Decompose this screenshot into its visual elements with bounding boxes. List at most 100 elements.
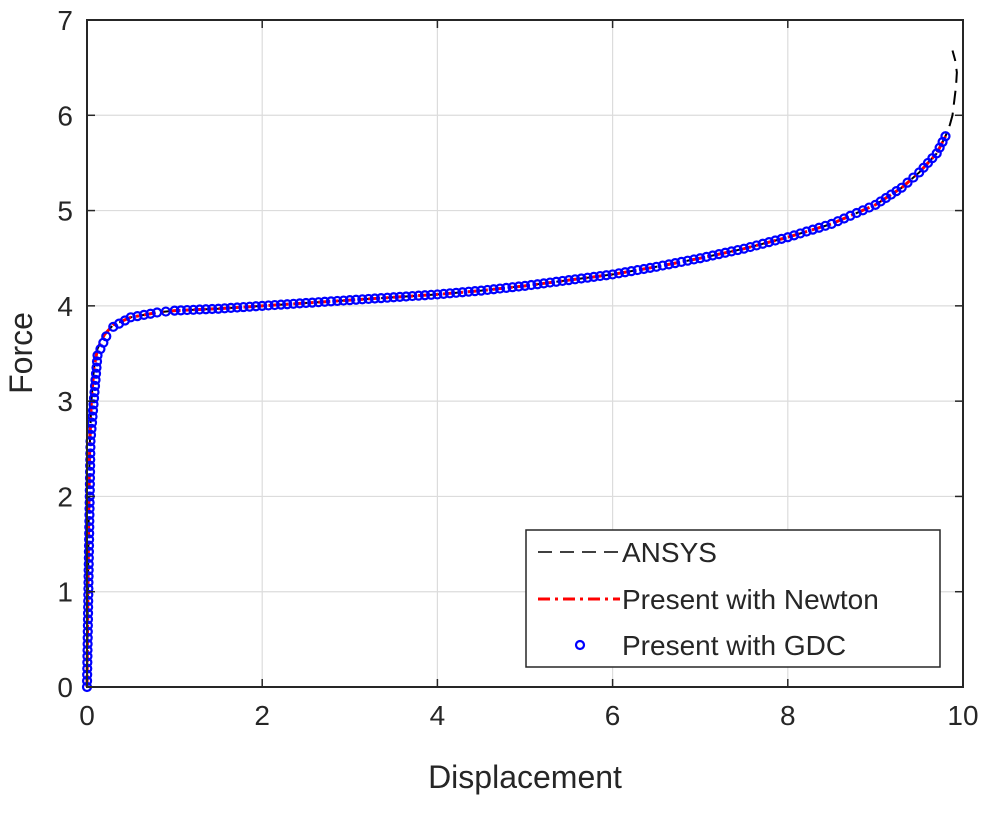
y-tick-label: 6 bbox=[57, 100, 73, 131]
data-point bbox=[269, 299, 280, 311]
data-point bbox=[801, 226, 812, 237]
data-point bbox=[382, 292, 393, 303]
data-point bbox=[89, 387, 100, 398]
y-tick-label: 1 bbox=[57, 577, 73, 608]
data-point bbox=[84, 522, 95, 533]
data-point bbox=[902, 177, 913, 188]
data-point bbox=[663, 259, 675, 270]
data-point bbox=[84, 497, 95, 508]
x-tick-label: 6 bbox=[605, 700, 621, 731]
data-point bbox=[657, 260, 668, 271]
y-tick-label: 0 bbox=[57, 672, 73, 703]
data-point bbox=[350, 294, 362, 305]
data-point bbox=[757, 238, 768, 249]
data-point bbox=[213, 303, 224, 314]
data-point bbox=[476, 285, 487, 296]
data-point bbox=[91, 356, 103, 367]
data-point bbox=[626, 266, 637, 277]
data-point bbox=[319, 296, 330, 307]
data-point bbox=[219, 303, 230, 314]
data-point bbox=[91, 362, 102, 373]
data-point bbox=[745, 241, 756, 253]
data-point bbox=[207, 303, 218, 315]
data-point bbox=[782, 232, 793, 243]
data-point bbox=[169, 305, 180, 316]
data-point bbox=[83, 558, 94, 570]
data-point bbox=[732, 244, 743, 256]
data-point bbox=[576, 273, 587, 284]
data-point bbox=[526, 279, 537, 291]
data-point bbox=[84, 509, 95, 521]
y-axis-label: Force bbox=[3, 312, 39, 394]
data-point bbox=[482, 284, 493, 296]
data-point bbox=[87, 405, 99, 416]
data-point bbox=[513, 281, 524, 292]
data-point bbox=[275, 299, 287, 310]
data-point bbox=[563, 275, 574, 286]
legend: ANSYS Present with Newton Present with GDC bbox=[525, 529, 941, 668]
data-point bbox=[83, 540, 95, 551]
legend-entries: ANSYS Present with Newton Present with GDC bbox=[538, 537, 879, 661]
legend-label-present-with-newton: Present with Newton bbox=[622, 584, 879, 615]
data-point bbox=[676, 256, 687, 267]
data-point bbox=[388, 292, 399, 303]
data-point bbox=[813, 222, 825, 233]
data-point bbox=[407, 290, 418, 302]
data-point bbox=[369, 293, 380, 304]
data-point bbox=[607, 269, 618, 280]
data-point bbox=[313, 297, 324, 308]
data-point bbox=[507, 282, 518, 293]
data-point bbox=[438, 288, 449, 299]
x-tick-label: 4 bbox=[430, 700, 446, 731]
data-point bbox=[469, 286, 481, 297]
data-point bbox=[101, 331, 112, 342]
data-point bbox=[457, 287, 468, 298]
y-tick-label: 2 bbox=[57, 481, 73, 512]
data-point bbox=[257, 300, 268, 311]
data-point bbox=[770, 235, 781, 246]
data-point bbox=[250, 301, 262, 312]
data-point bbox=[557, 275, 568, 287]
data-point bbox=[638, 263, 649, 275]
legend-label-ansys: ANSYS bbox=[622, 537, 717, 568]
data-point bbox=[695, 253, 706, 264]
y-tick-label: 5 bbox=[57, 196, 73, 227]
data-point bbox=[232, 302, 243, 313]
data-point bbox=[488, 284, 499, 295]
x-tick-label: 8 bbox=[780, 700, 796, 731]
data-point bbox=[776, 233, 787, 244]
data-point bbox=[175, 305, 186, 316]
data-point bbox=[720, 247, 731, 258]
legend-swatch-present-with-gdc bbox=[574, 639, 586, 651]
data-point bbox=[707, 250, 718, 261]
data-point bbox=[83, 583, 94, 594]
data-point bbox=[89, 380, 101, 392]
data-point bbox=[357, 294, 368, 305]
data-point bbox=[726, 246, 737, 257]
data-point bbox=[84, 534, 95, 545]
x-axis-label: Displacement bbox=[428, 759, 622, 795]
data-point bbox=[87, 411, 98, 422]
data-point bbox=[940, 131, 951, 142]
data-point bbox=[182, 304, 193, 316]
data-point bbox=[569, 274, 581, 285]
data-point bbox=[84, 528, 95, 539]
data-point bbox=[307, 297, 318, 308]
data-point bbox=[620, 267, 631, 278]
data-point bbox=[645, 262, 656, 273]
axis-tick-labels: 0 2 4 6 8 10 0 1 2 3 4 5 6 7 bbox=[57, 5, 978, 731]
data-point bbox=[363, 293, 374, 305]
data-point bbox=[132, 311, 143, 322]
data-point bbox=[238, 301, 249, 313]
plot-area-border bbox=[86, 19, 964, 688]
data-point bbox=[820, 220, 831, 231]
data-point bbox=[444, 288, 456, 299]
data-point bbox=[788, 230, 800, 241]
data-point bbox=[332, 295, 343, 307]
x-tick-label: 10 bbox=[947, 700, 978, 731]
data-point bbox=[588, 271, 599, 282]
data-point bbox=[188, 304, 199, 315]
data-point bbox=[282, 299, 293, 310]
